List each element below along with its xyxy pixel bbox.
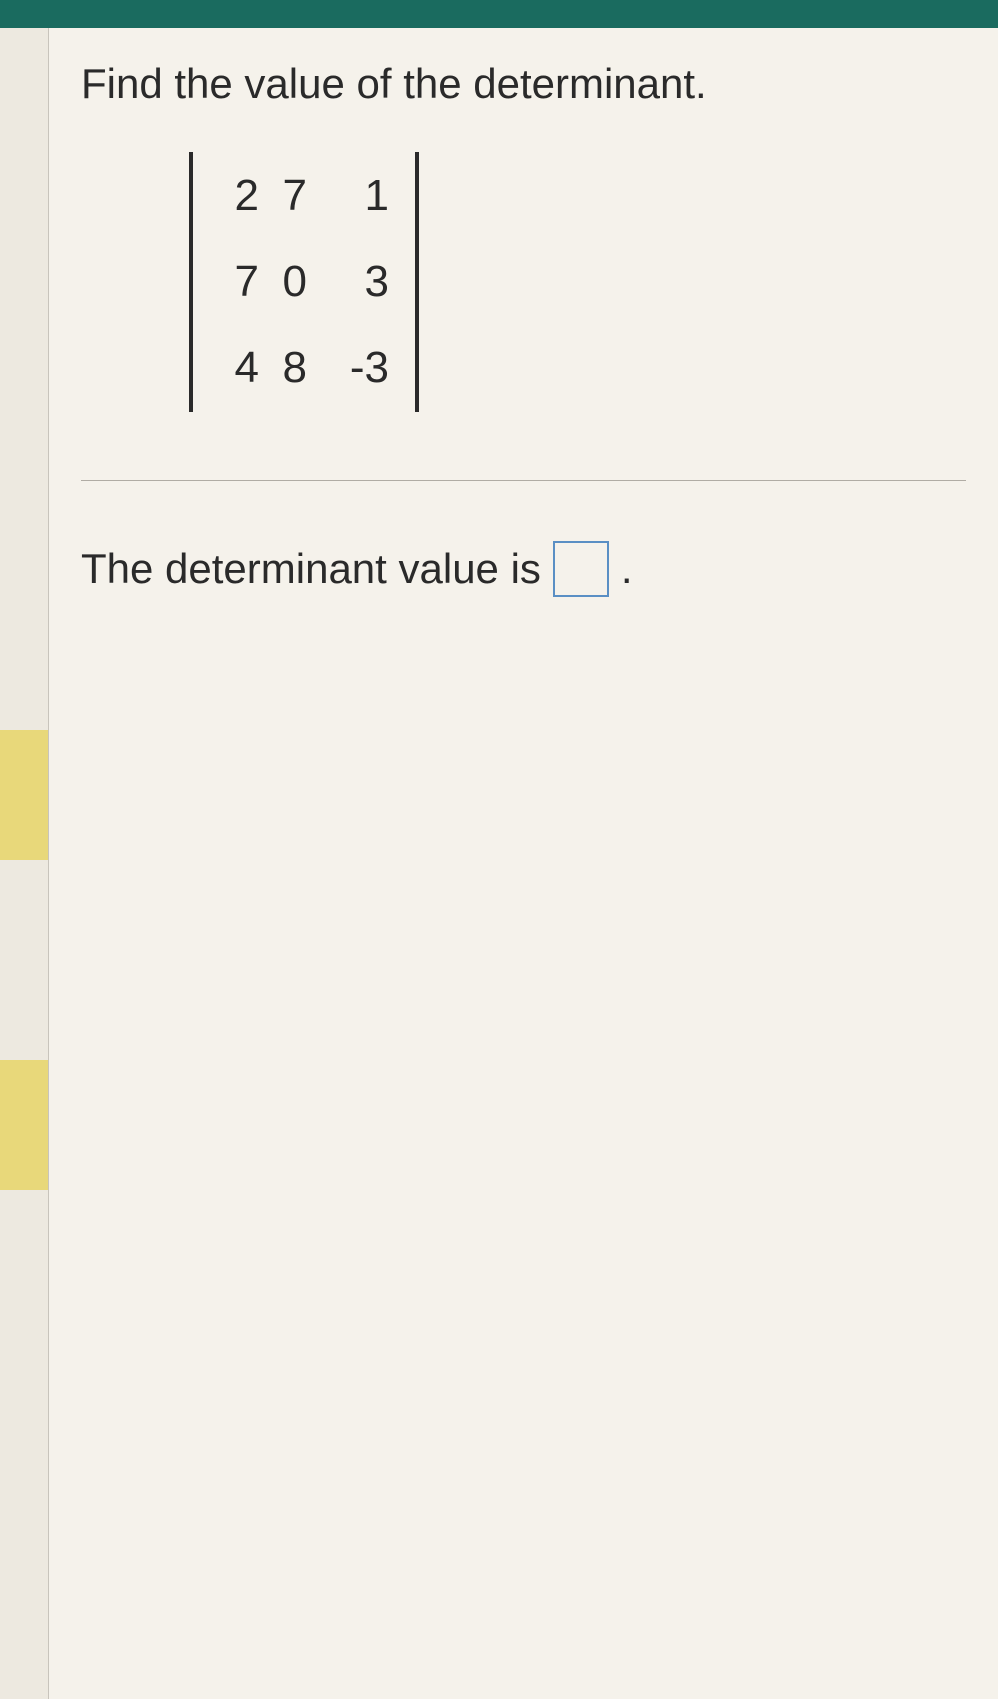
- answer-input[interactable]: [553, 541, 609, 597]
- matrix-cell: 8: [259, 343, 307, 393]
- matrix-cell: 0: [259, 257, 307, 307]
- matrix-cell: 7: [259, 171, 307, 221]
- question-panel: Find the value of the determinant. 2 7 1…: [48, 28, 998, 1699]
- matrix-cell: 7: [211, 257, 259, 307]
- question-prompt: Find the value of the determinant.: [49, 28, 998, 132]
- answer-label: The determinant value is: [81, 545, 541, 593]
- matrix-cell: 2: [211, 171, 259, 221]
- answer-period: .: [621, 545, 633, 593]
- answer-section: The determinant value is .: [49, 481, 998, 629]
- matrix-row: 2 7 1: [211, 153, 397, 239]
- yellow-nav-tab[interactable]: [0, 730, 48, 860]
- yellow-nav-tab[interactable]: [0, 1060, 48, 1190]
- left-strip: [0, 28, 48, 1699]
- determinant-matrix: 2 7 1 7 0 3 4 8 -3: [49, 132, 998, 460]
- matrix-row: 7 0 3: [211, 239, 397, 325]
- matrix-cell: -3: [307, 343, 397, 393]
- top-bar: [0, 0, 998, 28]
- matrix-cell: 3: [307, 257, 397, 307]
- matrix-bracket-left: [189, 152, 193, 412]
- matrix-cell: 4: [211, 343, 259, 393]
- matrix-bracket-right: [415, 152, 419, 412]
- matrix-cell: 1: [307, 171, 397, 221]
- matrix-body: 2 7 1 7 0 3 4 8 -3: [193, 153, 415, 411]
- matrix-row: 4 8 -3: [211, 325, 397, 411]
